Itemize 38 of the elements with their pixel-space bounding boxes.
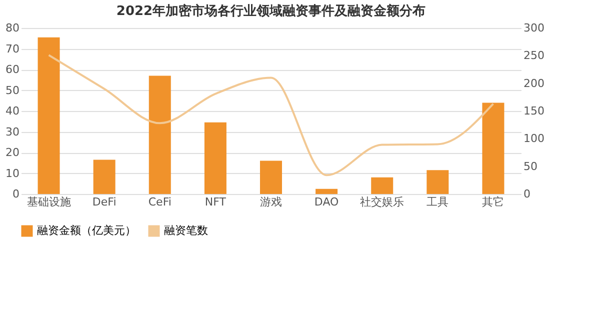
y-tick-label: 30 bbox=[6, 125, 20, 138]
x-tick-label: DeFi bbox=[92, 196, 116, 208]
y2-tick-label: 0 bbox=[524, 188, 530, 200]
x-tick-label: 其它 bbox=[482, 196, 504, 208]
y2-tick-label: 100 bbox=[524, 132, 544, 146]
y2-tick-label: 200 bbox=[524, 76, 544, 90]
legend-label: 融资金额（亿美元） bbox=[37, 224, 136, 237]
y-tick-label: 0 bbox=[12, 188, 20, 200]
bar bbox=[204, 122, 226, 194]
bar bbox=[316, 188, 338, 194]
y2-tick-label: 250 bbox=[524, 49, 544, 62]
chart-title: 2022年加密市场各行业领域融资事件及融资金额分布 bbox=[116, 3, 426, 19]
x-tick-label: 社交娱乐 bbox=[360, 196, 404, 208]
y2-tick-label: 300 bbox=[524, 22, 544, 34]
bar bbox=[148, 76, 171, 194]
y2-tick-label: 50 bbox=[524, 160, 538, 173]
bar bbox=[482, 102, 504, 194]
bar bbox=[93, 160, 116, 194]
y2-tick-label: 150 bbox=[524, 104, 544, 118]
bar bbox=[260, 160, 282, 194]
bar bbox=[426, 170, 449, 194]
y-tick-label: 80 bbox=[6, 22, 20, 34]
x-tick-label: CeFi bbox=[148, 196, 172, 208]
y-tick-label: 50 bbox=[6, 84, 20, 97]
line-series bbox=[48, 54, 494, 176]
y-tick-label: 10 bbox=[6, 166, 20, 180]
bar bbox=[38, 37, 60, 194]
x-tick-label: 基础设施 bbox=[26, 196, 71, 208]
bar bbox=[371, 177, 394, 194]
y-tick-label: 60 bbox=[6, 63, 20, 76]
x-tick-label: 游戏 bbox=[260, 196, 282, 208]
x-tick-label: DAO bbox=[314, 196, 340, 208]
legend-label: 融资笔数 bbox=[164, 224, 208, 237]
y-tick-label: 40 bbox=[6, 104, 20, 118]
x-tick-label: 工具 bbox=[426, 196, 449, 208]
y-tick-label: 70 bbox=[6, 42, 20, 56]
x-tick-label: NFT bbox=[204, 196, 226, 208]
y-tick-label: 20 bbox=[6, 146, 20, 159]
